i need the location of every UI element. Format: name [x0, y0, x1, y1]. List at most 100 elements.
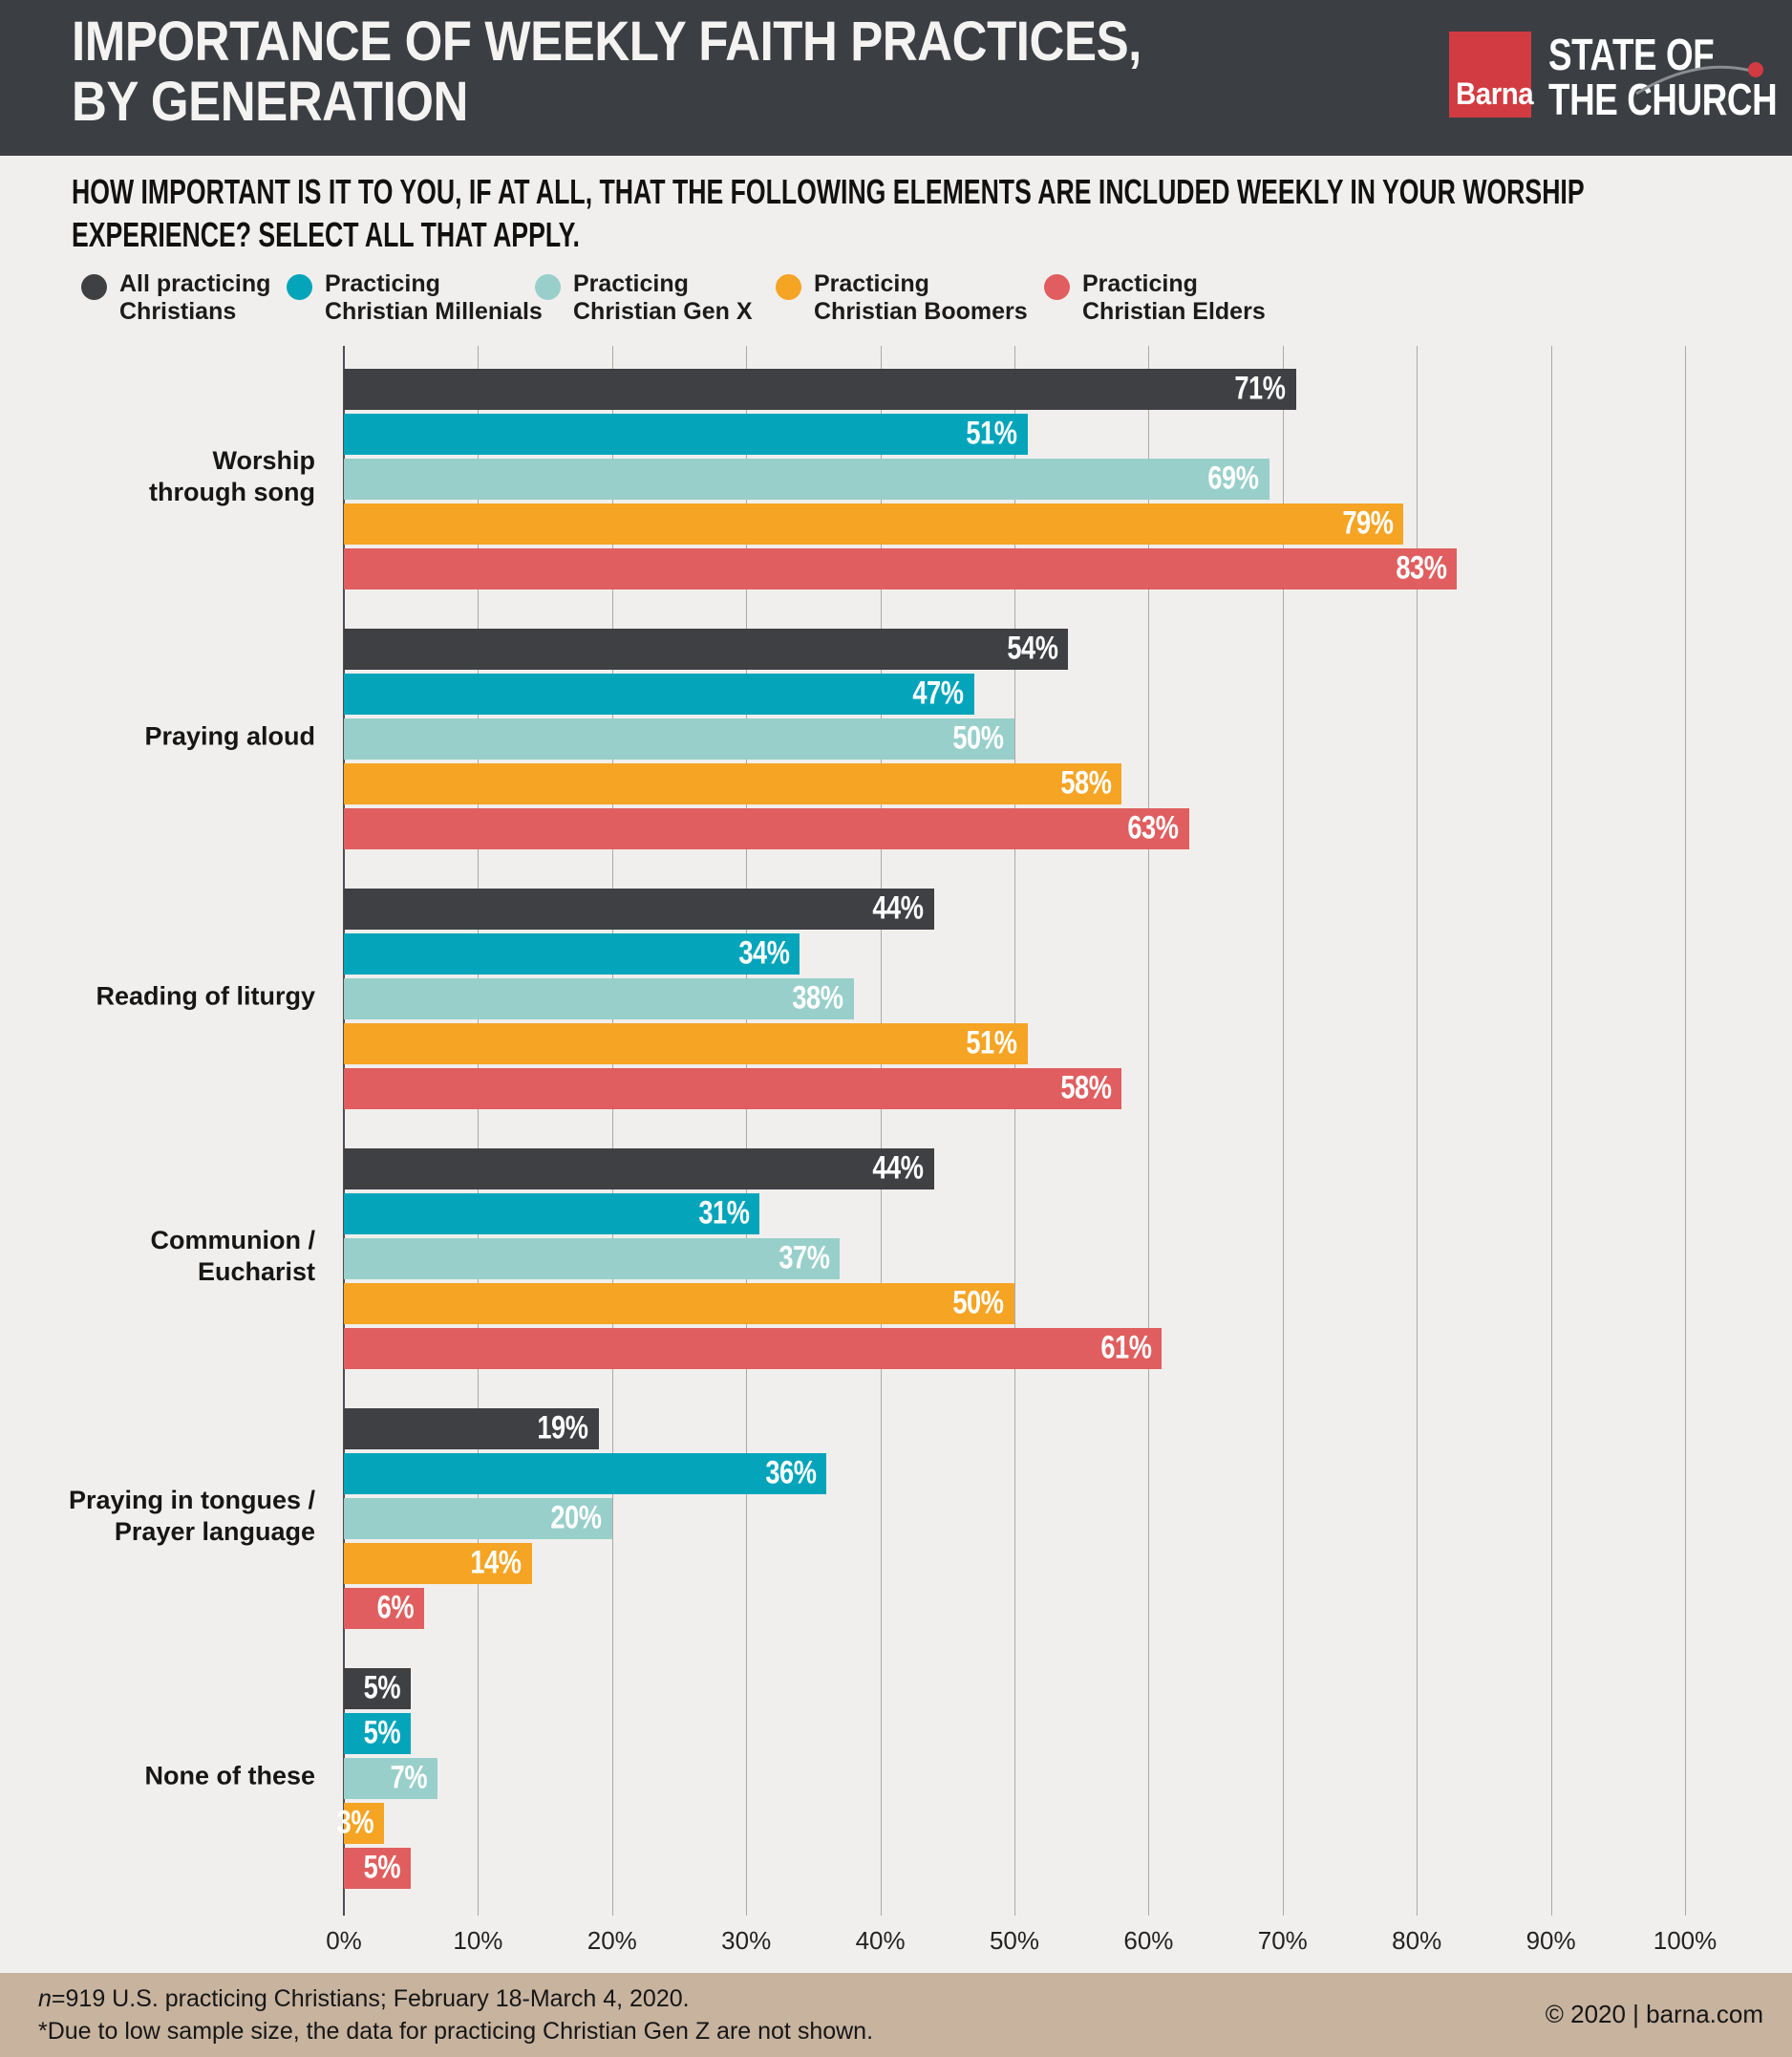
bar-value-label: 51% — [966, 1024, 1018, 1061]
x-tick-label: 80% — [1392, 1926, 1442, 1955]
header: IMPORTANCE OF WEEKLY FAITH PRACTICES, BY… — [0, 0, 1792, 156]
bar-value-label: 36% — [765, 1454, 817, 1491]
gridline — [611, 346, 613, 1916]
plot-area: 0% 10% 20% 30% 40% 50% 60% 70% 80% 90% 100% 71% 51% 6… — [69, 346, 1717, 1955]
legend-label: Practicing Christian Boomers — [814, 270, 1028, 325]
brand-line2: THE CHURCH — [1548, 75, 1778, 124]
brand-wordmark: STATE OF THE CHURCH — [1548, 32, 1792, 122]
bar: 63% — [344, 808, 1189, 849]
legend-item: All practicing Christians — [81, 270, 270, 326]
bar-value-label: 63% — [1127, 809, 1179, 846]
bar: 38% — [344, 978, 854, 1019]
y-axis-line — [343, 346, 345, 1916]
bar-value-label: 58% — [1060, 1069, 1112, 1106]
legend-label: Practicing Christian Millenials — [325, 270, 543, 325]
bar: 47% — [344, 674, 974, 715]
bar-value-label: 71% — [1234, 370, 1287, 407]
swoosh-arc — [1635, 65, 1752, 96]
bar: 31% — [344, 1193, 760, 1234]
gridline — [746, 346, 748, 1916]
gridline — [1417, 346, 1419, 1916]
footnote: n=919 U.S. practicing Christians; Februa… — [38, 1982, 873, 2047]
bar-value-label: 44% — [872, 889, 925, 927]
category-label: Communion / Eucharist — [150, 1226, 315, 1286]
bar: 61% — [344, 1328, 1163, 1369]
footnote-line2: *Due to low sample size, the data for pr… — [38, 2018, 874, 2045]
gridline — [1282, 346, 1284, 1916]
legend-swatch-icon — [535, 274, 561, 300]
gridline — [1550, 346, 1552, 1916]
bar: 37% — [344, 1238, 841, 1279]
x-tick-label: 20% — [587, 1926, 637, 1955]
bar-value-label: 50% — [952, 719, 1005, 757]
bar-value-label: 34% — [738, 934, 790, 972]
brand-line1: STATE OF — [1548, 30, 1715, 79]
legend-swatch-icon — [776, 274, 801, 300]
bar-value-label: 79% — [1341, 504, 1394, 542]
barna-logo: Barna — [1449, 32, 1534, 118]
swoosh-dot — [1748, 62, 1763, 77]
bar-value-label: 50% — [952, 1284, 1005, 1321]
legend-label: Practicing Christian Gen X — [573, 270, 753, 325]
gridline — [1685, 346, 1686, 1916]
question-line2: EXPERIENCE? SELECT ALL THAT APPLY. — [72, 215, 580, 254]
x-tick-label: 0% — [326, 1926, 362, 1955]
copyright: © 2020 | barna.com — [1545, 2000, 1763, 2028]
legend-swatch-icon — [81, 274, 107, 300]
bar: 20% — [344, 1498, 612, 1539]
bar-value-label: 7% — [390, 1759, 428, 1796]
x-tick-label: 50% — [989, 1926, 1040, 1955]
gridline — [478, 346, 480, 1916]
question-line1: HOW IMPORTANT IS IT TO YOU, IF AT ALL, T… — [72, 172, 1585, 211]
legend-item: Practicing Christian Boomers — [776, 270, 1028, 326]
bar: 5% — [344, 1668, 412, 1709]
page-title: IMPORTANCE OF WEEKLY FAITH PRACTICES, BY… — [72, 11, 1288, 132]
x-tick-label: 70% — [1257, 1926, 1308, 1955]
bar-value-label: 14% — [470, 1544, 522, 1581]
bar: 50% — [344, 718, 1014, 760]
category-label: Praying in tongues / Prayer language — [68, 1486, 315, 1546]
bar-value-label: 58% — [1060, 764, 1112, 802]
bar: 36% — [344, 1453, 827, 1494]
swoosh-icon — [1635, 62, 1763, 96]
bar-value-label: 54% — [1006, 630, 1058, 667]
bar: 51% — [344, 1023, 1029, 1064]
page-title-line1: IMPORTANCE OF WEEKLY FAITH PRACTICES, — [72, 11, 1141, 73]
bar: 3% — [337, 1803, 385, 1844]
gridline — [1014, 346, 1015, 1916]
x-tick-label: 60% — [1123, 1926, 1174, 1955]
bar-value-label: 47% — [912, 675, 965, 712]
x-tick-label: 90% — [1525, 1926, 1576, 1955]
category-label: Worship through song — [149, 446, 315, 506]
x-tick-label: 100% — [1653, 1926, 1717, 1955]
x-tick-label: 40% — [855, 1926, 906, 1955]
gridline — [1148, 346, 1150, 1916]
bar: 50% — [344, 1283, 1014, 1324]
question-text: HOW IMPORTANT IS IT TO YOU, IF AT ALL, T… — [72, 170, 1585, 256]
bar-value-label: 5% — [363, 1714, 401, 1751]
page-title-line2: BY GENERATION — [72, 71, 468, 133]
barna-logo-label: Barna — [1456, 76, 1534, 111]
bar-value-label: 5% — [363, 1849, 401, 1886]
bar: 44% — [344, 1148, 934, 1189]
bar-value-label: 61% — [1100, 1329, 1152, 1366]
bar: 14% — [344, 1543, 532, 1584]
bar: 5% — [344, 1848, 412, 1889]
gridline — [880, 346, 882, 1916]
category-label: None of these — [144, 1761, 315, 1790]
bar-value-label: 5% — [363, 1669, 401, 1706]
x-tick-label: 10% — [453, 1926, 503, 1955]
bar: 34% — [344, 933, 800, 975]
footnote-n: n — [38, 1985, 52, 2012]
bar-value-label: 20% — [550, 1499, 603, 1536]
legend-swatch-icon — [1044, 274, 1070, 300]
footer: n=919 U.S. practicing Christians; Februa… — [0, 1973, 1792, 2057]
bar-value-label: 44% — [872, 1149, 925, 1187]
bar-value-label: 3% — [336, 1804, 374, 1841]
bar: 69% — [344, 459, 1269, 500]
bar: 54% — [344, 629, 1069, 670]
bar-value-label: 51% — [966, 415, 1018, 452]
legend-label: All practicing Christians — [119, 270, 271, 325]
bar: 51% — [344, 414, 1029, 455]
bar: 5% — [344, 1713, 412, 1754]
